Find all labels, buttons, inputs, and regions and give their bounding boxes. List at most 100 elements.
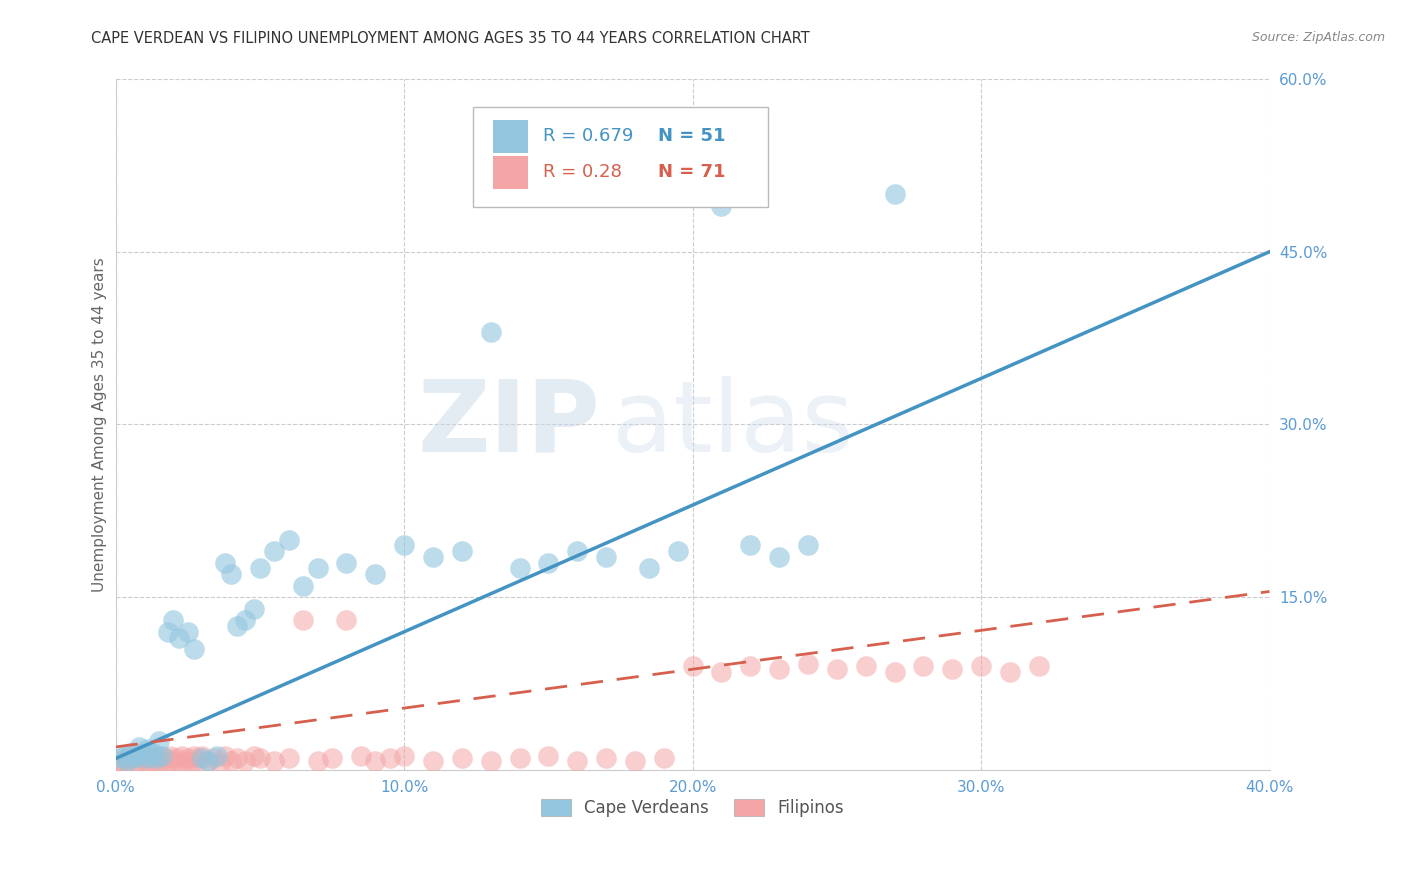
Point <box>1028 659 1050 673</box>
Point <box>125 749 148 764</box>
Point <box>148 734 170 748</box>
Point <box>537 749 560 764</box>
Point <box>150 754 173 768</box>
Point <box>277 533 299 547</box>
Point <box>335 613 357 627</box>
Text: ZIP: ZIP <box>418 376 600 473</box>
Point <box>364 567 387 582</box>
Point <box>153 751 176 765</box>
FancyBboxPatch shape <box>494 120 527 153</box>
Point <box>197 754 219 768</box>
Point <box>797 538 820 552</box>
Point <box>167 756 190 770</box>
Text: Source: ZipAtlas.com: Source: ZipAtlas.com <box>1251 31 1385 45</box>
Point <box>710 665 733 679</box>
Text: R = 0.28: R = 0.28 <box>543 163 621 181</box>
Point <box>249 561 271 575</box>
Point <box>112 749 135 764</box>
Point <box>855 659 877 673</box>
Text: N = 51: N = 51 <box>658 128 725 145</box>
Point <box>145 756 167 770</box>
Y-axis label: Unemployment Among Ages 35 to 44 years: Unemployment Among Ages 35 to 44 years <box>93 257 107 592</box>
Point <box>139 749 162 764</box>
Point <box>202 751 225 765</box>
Point <box>350 749 373 764</box>
Point <box>508 561 530 575</box>
Text: atlas: atlas <box>612 376 853 473</box>
Point <box>159 749 181 764</box>
Point <box>740 538 762 552</box>
Point <box>162 754 184 768</box>
Point <box>710 199 733 213</box>
Point <box>205 749 228 764</box>
Point <box>682 187 704 202</box>
Point <box>225 751 247 765</box>
Point <box>277 751 299 765</box>
Point <box>214 749 236 764</box>
Text: R = 0.679: R = 0.679 <box>543 128 633 145</box>
Point <box>110 754 132 768</box>
Point <box>682 659 704 673</box>
Point <box>768 549 790 564</box>
Point <box>115 754 138 768</box>
Point <box>263 754 285 768</box>
Point <box>249 751 271 765</box>
Text: CAPE VERDEAN VS FILIPINO UNEMPLOYMENT AMONG AGES 35 TO 44 YEARS CORRELATION CHAR: CAPE VERDEAN VS FILIPINO UNEMPLOYMENT AM… <box>91 31 810 46</box>
Point <box>595 549 617 564</box>
Point <box>142 754 165 768</box>
Point <box>450 751 472 765</box>
Point <box>139 751 162 765</box>
Text: N = 71: N = 71 <box>658 163 725 181</box>
Point <box>125 756 148 770</box>
Point <box>112 756 135 770</box>
Point <box>335 556 357 570</box>
Point <box>825 662 848 676</box>
Point <box>292 613 315 627</box>
Point <box>183 749 205 764</box>
Point <box>136 756 159 770</box>
FancyBboxPatch shape <box>494 156 527 189</box>
Point <box>142 746 165 760</box>
Point <box>107 757 129 772</box>
Point <box>197 754 219 768</box>
Point <box>422 754 444 768</box>
Point <box>912 659 935 673</box>
Point <box>970 659 993 673</box>
Point <box>243 749 266 764</box>
Point <box>392 538 415 552</box>
Point <box>183 642 205 657</box>
FancyBboxPatch shape <box>474 107 768 207</box>
Point <box>165 751 187 765</box>
Point <box>128 751 150 765</box>
Point <box>191 749 214 764</box>
Point <box>392 749 415 764</box>
Point <box>883 665 905 679</box>
Point <box>148 749 170 764</box>
Point <box>235 613 257 627</box>
Point <box>188 751 211 765</box>
Point <box>479 754 502 768</box>
Point <box>225 619 247 633</box>
Point <box>134 751 156 765</box>
Point <box>364 754 387 768</box>
Point <box>191 751 214 765</box>
Legend: Cape Verdeans, Filipinos: Cape Verdeans, Filipinos <box>534 792 851 824</box>
Point <box>156 756 179 770</box>
Point <box>292 579 315 593</box>
Point <box>941 662 963 676</box>
Point <box>214 556 236 570</box>
Point <box>122 751 145 765</box>
Point <box>479 326 502 340</box>
Point <box>170 749 193 764</box>
Point <box>508 751 530 765</box>
Point <box>422 549 444 564</box>
Point <box>740 659 762 673</box>
Point <box>177 624 200 639</box>
Point <box>797 657 820 671</box>
Point <box>624 754 647 768</box>
Point <box>128 739 150 754</box>
Point <box>174 754 197 768</box>
Point <box>145 751 167 765</box>
Point <box>180 756 202 770</box>
Point <box>120 754 142 768</box>
